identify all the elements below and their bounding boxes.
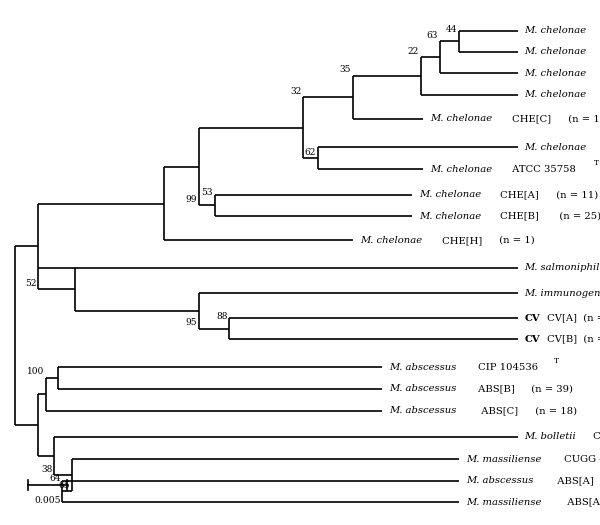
Text: T: T xyxy=(554,357,559,365)
Text: (n = 11): (n = 11) xyxy=(550,190,598,199)
Text: M. salmoniphilum: M. salmoniphilum xyxy=(524,263,600,272)
Text: CIP 104536: CIP 104536 xyxy=(475,363,538,372)
Text: (n = 10): (n = 10) xyxy=(562,114,600,123)
Text: M. abscessus: M. abscessus xyxy=(466,476,533,485)
Text: M. chelonae: M. chelonae xyxy=(431,114,493,123)
Text: 95: 95 xyxy=(185,318,197,327)
Text: (n = 18): (n = 18) xyxy=(529,406,577,415)
Text: M. abscessus: M. abscessus xyxy=(389,363,457,372)
Text: 53: 53 xyxy=(202,188,213,197)
Text: M. chelonae: M. chelonae xyxy=(524,143,587,152)
Text: CHE[C]: CHE[C] xyxy=(509,114,551,123)
Text: CV: CV xyxy=(524,313,540,322)
Text: 62: 62 xyxy=(305,148,316,157)
Text: CHE[B]: CHE[B] xyxy=(497,212,539,220)
Text: M. abscessus: M. abscessus xyxy=(389,384,457,393)
Text: T: T xyxy=(593,159,599,166)
Text: M. massiliense: M. massiliense xyxy=(466,498,541,507)
Text: 88: 88 xyxy=(216,312,227,321)
Text: M. bolletii: M. bolletii xyxy=(524,433,577,442)
Text: M. immunogenum: M. immunogenum xyxy=(524,289,600,298)
Text: (n = 1): (n = 1) xyxy=(493,236,535,245)
Text: M. chelonae: M. chelonae xyxy=(419,190,481,199)
Text: 65: 65 xyxy=(58,481,70,490)
Text: CHE[H]: CHE[H] xyxy=(439,236,482,245)
Text: CIP 108541: CIP 108541 xyxy=(590,433,600,442)
Text: 32: 32 xyxy=(290,87,301,96)
Text: M. chelonae: M. chelonae xyxy=(524,90,587,99)
Text: 35: 35 xyxy=(340,66,351,75)
Text: (n = 39): (n = 39) xyxy=(525,384,573,393)
Text: ABS[C]: ABS[C] xyxy=(475,406,518,415)
Text: CV[A]  (n = 5): CV[A] (n = 5) xyxy=(544,313,600,322)
Text: (n = 25): (n = 25) xyxy=(550,212,600,220)
Text: 0.005: 0.005 xyxy=(34,496,61,505)
Text: CV[B]  (n = 6): CV[B] (n = 6) xyxy=(544,334,600,344)
Text: 22: 22 xyxy=(407,47,419,56)
Text: ATCC 35758: ATCC 35758 xyxy=(509,165,576,174)
Text: M. chelonae: M. chelonae xyxy=(431,165,493,174)
Text: M. chelonae: M. chelonae xyxy=(524,26,587,36)
Text: 99: 99 xyxy=(185,195,197,204)
Text: ABS[A]: ABS[A] xyxy=(561,498,600,507)
Text: CV: CV xyxy=(524,334,540,344)
Text: M. chelonae: M. chelonae xyxy=(524,69,587,78)
Text: 38: 38 xyxy=(41,465,52,474)
Text: M. chelonae: M. chelonae xyxy=(419,212,481,220)
Text: M. chelonae: M. chelonae xyxy=(360,236,422,245)
Text: ABS[A]: ABS[A] xyxy=(551,476,594,485)
Text: M. chelonae: M. chelonae xyxy=(524,47,587,56)
Text: 100: 100 xyxy=(27,368,44,376)
Text: M. abscessus: M. abscessus xyxy=(389,406,457,415)
Text: 63: 63 xyxy=(427,31,438,40)
Text: 52: 52 xyxy=(25,279,37,288)
Text: 44: 44 xyxy=(445,25,457,34)
Text: CHE[A]: CHE[A] xyxy=(497,190,539,199)
Text: 64: 64 xyxy=(49,474,61,483)
Text: M. massiliense: M. massiliense xyxy=(466,455,541,464)
Text: CUGG 48898: CUGG 48898 xyxy=(561,455,600,464)
Text: ABS[B]: ABS[B] xyxy=(475,384,514,393)
